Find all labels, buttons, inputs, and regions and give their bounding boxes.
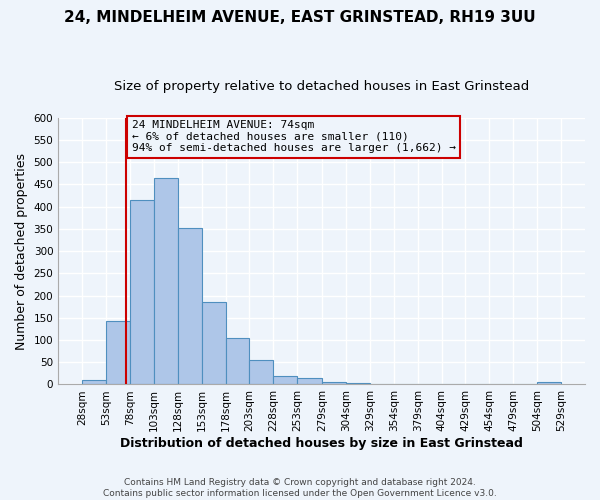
Bar xyxy=(322,382,346,384)
Text: 24, MINDELHEIM AVENUE, EAST GRINSTEAD, RH19 3UU: 24, MINDELHEIM AVENUE, EAST GRINSTEAD, R… xyxy=(64,10,536,25)
Bar xyxy=(537,382,561,384)
Bar xyxy=(106,322,130,384)
Title: Size of property relative to detached houses in East Grinstead: Size of property relative to detached ho… xyxy=(114,80,529,93)
Bar xyxy=(82,380,106,384)
Bar xyxy=(178,228,202,384)
Bar xyxy=(297,378,322,384)
Bar xyxy=(154,178,178,384)
Bar xyxy=(250,360,274,384)
X-axis label: Distribution of detached houses by size in East Grinstead: Distribution of detached houses by size … xyxy=(120,437,523,450)
Text: Contains HM Land Registry data © Crown copyright and database right 2024.
Contai: Contains HM Land Registry data © Crown c… xyxy=(103,478,497,498)
Bar xyxy=(274,376,297,384)
Bar xyxy=(346,383,370,384)
Bar xyxy=(202,302,226,384)
Bar xyxy=(226,338,250,384)
Text: 24 MINDELHEIM AVENUE: 74sqm
← 6% of detached houses are smaller (110)
94% of sem: 24 MINDELHEIM AVENUE: 74sqm ← 6% of deta… xyxy=(132,120,456,153)
Bar xyxy=(130,200,154,384)
Y-axis label: Number of detached properties: Number of detached properties xyxy=(15,152,28,350)
